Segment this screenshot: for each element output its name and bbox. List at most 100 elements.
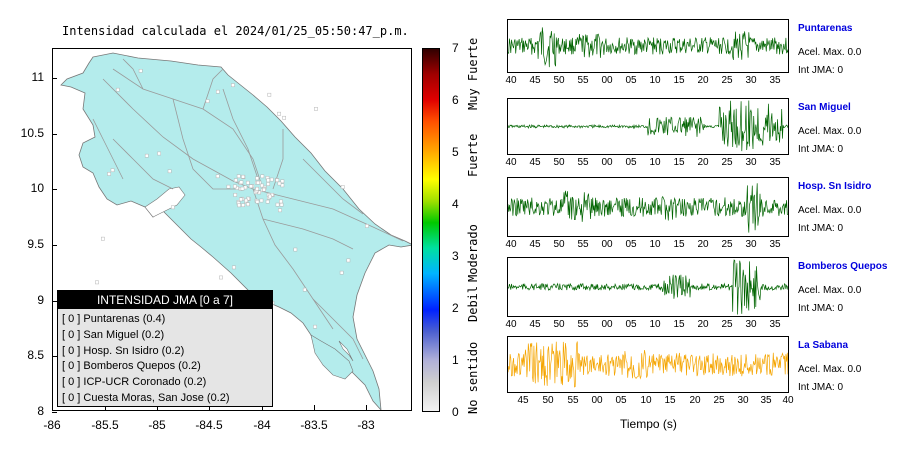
map-y-tick-mark xyxy=(52,412,57,413)
town-marker xyxy=(255,186,259,191)
time-tick: 55 xyxy=(577,319,589,330)
town-marker xyxy=(277,111,281,116)
town-marker xyxy=(144,153,149,158)
town-markers xyxy=(95,69,369,350)
map-y-tick-mark xyxy=(52,134,57,135)
station-name: La Sabana xyxy=(798,340,849,351)
station-jma-intensity: Int JMA: 0 xyxy=(798,303,844,314)
map-x-tick: -86 xyxy=(43,418,61,432)
intensity-legend: INTENSIDAD JMA [0 a 7] [ 0 ] Puntarenas … xyxy=(57,290,273,407)
legend-item: [ 0 ] Puntarenas (0.4) xyxy=(62,313,166,325)
time-tick: 20 xyxy=(697,319,709,330)
town-marker xyxy=(101,236,105,241)
time-tick: 00 xyxy=(601,157,613,168)
town-marker xyxy=(256,180,260,185)
time-tick: 00 xyxy=(601,239,613,250)
time-tick: 15 xyxy=(673,157,685,168)
town-marker xyxy=(267,92,272,97)
colorbar-level: 2 xyxy=(452,301,459,315)
legend-item: [ 0 ] Cuesta Moras, San Jose (0.2) xyxy=(62,391,230,404)
town-marker xyxy=(115,87,120,92)
colorbar-level: 4 xyxy=(452,197,459,211)
colorbar-intensity-name: Moderado xyxy=(466,224,480,282)
map-x-tick: -83 xyxy=(357,418,375,432)
town-marker xyxy=(240,186,245,191)
waveform-line xyxy=(508,183,788,233)
map-y-tick: 11 xyxy=(31,70,44,84)
time-tick: 50 xyxy=(553,239,565,250)
time-tick: 25 xyxy=(721,75,733,86)
time-tick: 55 xyxy=(567,395,579,406)
map-x-tick-mark xyxy=(52,405,53,411)
town-marker xyxy=(246,202,250,207)
time-tick: 15 xyxy=(673,239,685,250)
map-x-tick-mark xyxy=(105,405,106,411)
town-marker xyxy=(245,180,250,185)
time-tick: 45 xyxy=(529,319,541,330)
colorbar-intensity-name: Debil xyxy=(466,285,480,322)
map-x-tick: -83.5 xyxy=(300,418,328,432)
time-tick: 10 xyxy=(649,319,661,330)
town-marker xyxy=(275,202,280,207)
map-x-tick: -85 xyxy=(148,418,166,432)
seismogram-trace-frame[interactable] xyxy=(507,19,789,73)
time-tick: 20 xyxy=(697,239,709,250)
colorbar-intensity-name: No sentido xyxy=(466,341,480,414)
map-x-tick-mark xyxy=(366,405,367,411)
town-marker xyxy=(265,199,270,204)
time-tick: 15 xyxy=(664,395,676,406)
colorbar-level: 3 xyxy=(452,249,459,263)
station-max-acceleration: Acel. Max. 0.0 xyxy=(798,285,862,296)
time-tick: 55 xyxy=(577,75,589,86)
map-y-tick-mark xyxy=(52,301,57,302)
time-tick: 00 xyxy=(601,319,613,330)
town-marker xyxy=(244,198,248,203)
town-marker xyxy=(260,174,265,179)
seismogram-trace-frame[interactable] xyxy=(507,177,789,237)
map-y-tick: 8 xyxy=(37,404,44,418)
colorbar-intensity-name: Fuerte xyxy=(466,133,480,177)
station-max-acceleration: Acel. Max. 0.0 xyxy=(798,126,862,137)
time-tick: 50 xyxy=(553,319,565,330)
station-max-acceleration: Acel. Max. 0.0 xyxy=(798,364,862,375)
town-marker xyxy=(340,185,345,189)
colorbar-level: 7 xyxy=(452,41,459,55)
time-tick: 40 xyxy=(505,75,517,86)
time-tick: 05 xyxy=(625,157,637,168)
time-tick: 50 xyxy=(553,157,565,168)
town-marker xyxy=(233,184,237,189)
osa-peninsula xyxy=(310,334,354,380)
time-tick: 05 xyxy=(625,319,637,330)
town-marker xyxy=(219,275,223,280)
station-name: Bomberos Quepos xyxy=(798,261,888,272)
time-tick: 50 xyxy=(553,75,565,86)
waveform-line xyxy=(508,259,788,315)
map-y-tick: 9 xyxy=(37,293,44,307)
time-tick: 45 xyxy=(529,75,541,86)
colorbar-intensity-name: Muy Fuerte xyxy=(466,37,480,110)
town-marker xyxy=(107,172,111,176)
town-marker xyxy=(302,287,307,292)
station-jma-intensity: Int JMA: 0 xyxy=(798,65,844,76)
seismogram-trace-frame[interactable] xyxy=(507,257,789,317)
station-jma-intensity: Int JMA: 0 xyxy=(798,144,844,155)
waveform-line xyxy=(508,341,788,388)
town-marker xyxy=(171,205,175,210)
time-tick: 50 xyxy=(542,395,554,406)
time-tick: 05 xyxy=(615,395,627,406)
time-tick: 20 xyxy=(697,75,709,86)
town-marker xyxy=(277,181,282,186)
town-marker xyxy=(95,280,99,285)
seismogram-trace xyxy=(508,27,788,68)
time-axis-label: Tiempo (s) xyxy=(620,417,677,431)
seismogram-trace-frame[interactable] xyxy=(507,336,789,393)
time-tick: 55 xyxy=(577,157,589,168)
map-y-tick: 9.5 xyxy=(27,237,44,251)
time-tick: 35 xyxy=(760,395,772,406)
map-x-tick-mark xyxy=(262,405,263,411)
seismogram-trace-frame[interactable] xyxy=(507,98,789,155)
station-name: San Miguel xyxy=(798,102,851,113)
time-tick: 35 xyxy=(769,319,781,330)
town-marker xyxy=(255,199,260,204)
road-network xyxy=(92,58,404,360)
